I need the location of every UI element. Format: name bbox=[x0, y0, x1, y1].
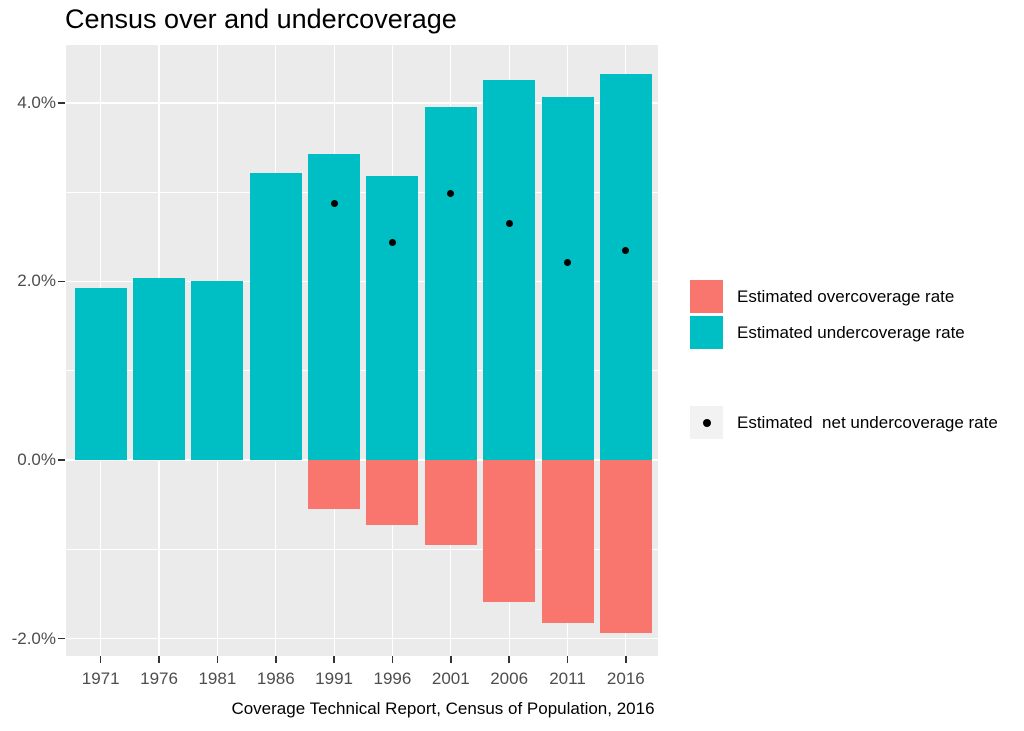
x-tick-label: 2011 bbox=[549, 669, 586, 688]
x-tick-mark bbox=[275, 656, 277, 663]
y-tick-mark bbox=[58, 280, 65, 283]
y-tick-label: -2.0% bbox=[11, 628, 56, 648]
major-gridline bbox=[66, 637, 658, 640]
net-undercoverage-point-1996 bbox=[388, 238, 396, 246]
major-gridline bbox=[66, 102, 658, 104]
x-tick-label: 2001 bbox=[431, 669, 470, 688]
minor-gridline bbox=[66, 191, 658, 193]
x-tick-label: 2016 bbox=[606, 669, 645, 688]
x-tick-label: 1996 bbox=[373, 669, 412, 688]
overcoverage-bar-1996 bbox=[366, 460, 419, 526]
x-axis-title: Coverage Technical Report, Census of Pop… bbox=[231, 699, 655, 718]
undercoverage-bar-1986 bbox=[249, 173, 302, 460]
net-undercoverage-point-2006 bbox=[505, 219, 513, 227]
y-tick-label: 4.0% bbox=[17, 92, 56, 112]
x-tick-mark bbox=[450, 656, 452, 663]
overcoverage-bar-2006 bbox=[483, 460, 536, 602]
undercoverage-bar-1971 bbox=[74, 287, 127, 460]
legend-key-overcoverage bbox=[690, 280, 723, 313]
overcoverage-bar-2011 bbox=[541, 460, 594, 624]
major-gridline bbox=[66, 280, 658, 283]
minor-gridline bbox=[66, 370, 658, 372]
x-tick-label: 1991 bbox=[315, 669, 353, 688]
y-tick-mark bbox=[58, 637, 65, 640]
x-tick-mark bbox=[566, 656, 569, 663]
overcoverage-bar-2001 bbox=[424, 460, 477, 545]
x-tick-mark bbox=[216, 656, 219, 663]
minor-gridline bbox=[66, 548, 658, 550]
x-tick-mark bbox=[391, 656, 394, 663]
plot-panel bbox=[66, 45, 658, 656]
x-tick-mark bbox=[625, 656, 627, 663]
y-tick-label: 2.0% bbox=[17, 271, 56, 291]
major-gridline bbox=[66, 459, 658, 461]
y-tick-mark bbox=[58, 459, 65, 461]
overcoverage-bar-2016 bbox=[599, 460, 652, 634]
undercoverage-bar-2011 bbox=[541, 96, 594, 460]
legend-label-net-undercoverage: Estimated net undercoverage rate bbox=[737, 413, 998, 432]
x-tick-label: 1971 bbox=[81, 669, 120, 688]
undercoverage-bar-2001 bbox=[424, 107, 477, 460]
x-tick-mark bbox=[508, 656, 510, 663]
x-tick-label: 1976 bbox=[140, 669, 178, 688]
undercoverage-bar-2016 bbox=[599, 74, 652, 460]
net-point-icon bbox=[703, 419, 711, 427]
net-undercoverage-point-2001 bbox=[447, 190, 455, 198]
net-undercoverage-point-1991 bbox=[330, 200, 338, 208]
x-tick-label: 1981 bbox=[198, 669, 237, 688]
legend-label-undercoverage: Estimated undercoverage rate bbox=[737, 323, 965, 342]
legend-key-undercoverage bbox=[690, 316, 723, 349]
undercoverage-bar-1981 bbox=[191, 280, 244, 460]
x-tick-mark bbox=[99, 656, 102, 663]
overcoverage-bar-1991 bbox=[308, 460, 361, 510]
y-tick-mark bbox=[58, 102, 65, 104]
x-tick-label: 2006 bbox=[490, 669, 529, 688]
undercoverage-bar-1996 bbox=[366, 176, 419, 460]
y-tick-label: 0.0% bbox=[17, 450, 56, 469]
net-undercoverage-point-2011 bbox=[564, 259, 571, 267]
undercoverage-bar-1976 bbox=[133, 277, 186, 460]
x-tick-label: 1986 bbox=[256, 669, 295, 688]
x-tick-mark bbox=[333, 656, 335, 663]
legend-label-overcoverage: Estimated overcoverage rate bbox=[737, 287, 955, 306]
legend-key-net-undercoverage bbox=[690, 406, 723, 439]
x-tick-mark bbox=[158, 656, 160, 663]
undercoverage-bar-2006 bbox=[483, 80, 536, 460]
net-undercoverage-point-2016 bbox=[622, 246, 630, 254]
chart-title: Census over and undercoverage bbox=[65, 4, 457, 34]
